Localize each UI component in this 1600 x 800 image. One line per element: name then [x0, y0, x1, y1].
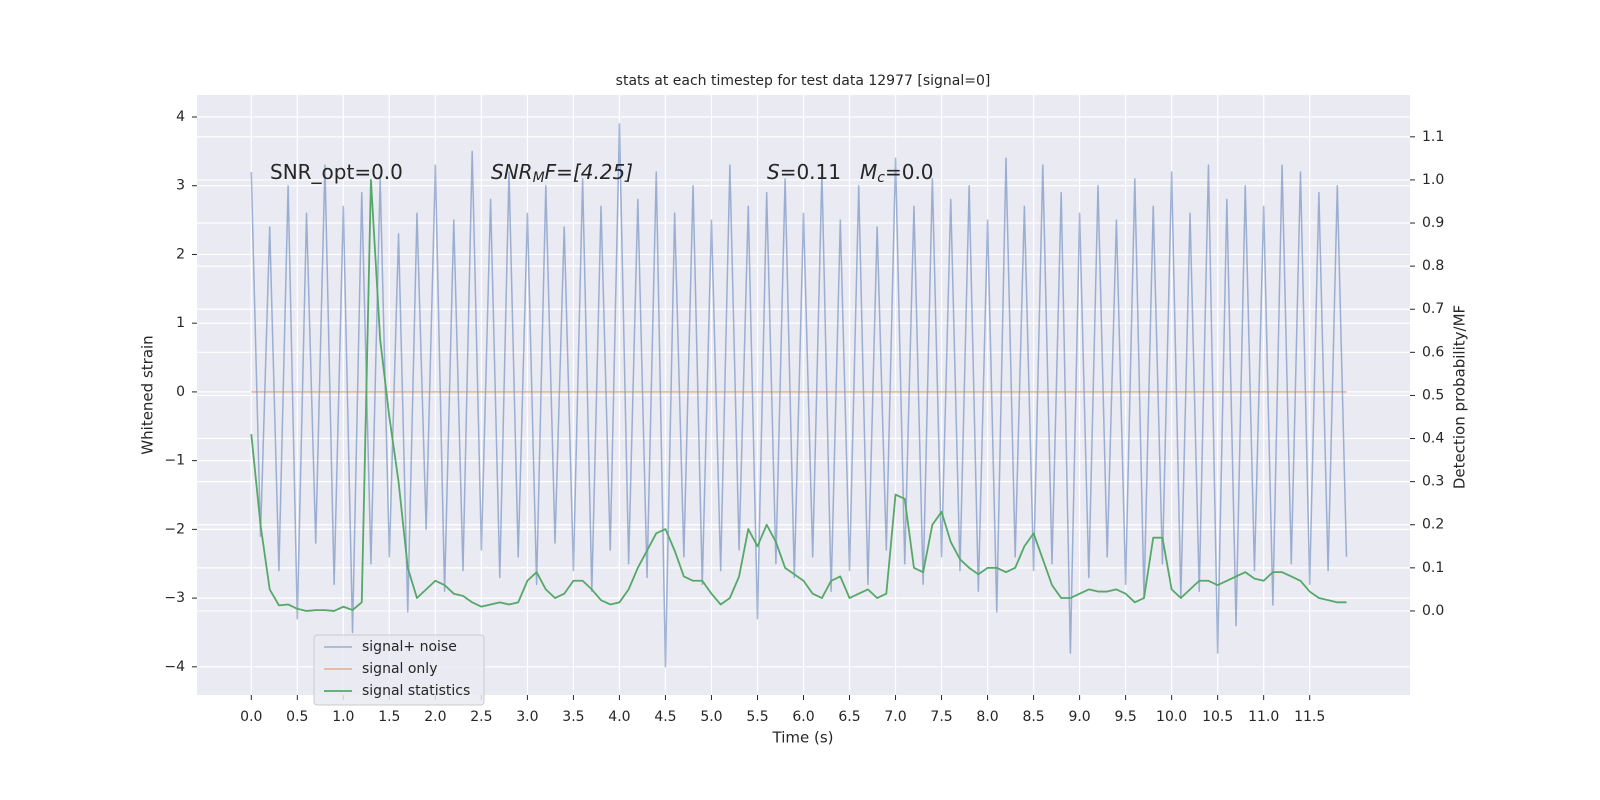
marks: [250, 123, 1348, 668]
x-tick-label: 6.5: [838, 709, 860, 725]
x-tick-label: 3.5: [562, 709, 584, 725]
annotation-subscript: c: [877, 170, 885, 186]
x-tick-label: 8.0: [976, 709, 998, 725]
annotation-text: S: [767, 160, 780, 184]
axes: 0.0 0.5 1.0 1.5 2.0 2.5 3.0 3.5 4.0 4.5 5.0 5.5 6.0 6…: [164, 109, 1444, 725]
y-tick-label: −4: [164, 659, 185, 675]
x-tick-label: 8.5: [1022, 709, 1044, 725]
y-axis-label: Whitened strain: [139, 335, 157, 454]
legend-label: signal+ noise: [362, 639, 457, 655]
annotation: SNR_opt=0.0: [270, 160, 403, 184]
x-tick-label: 11.0: [1248, 709, 1279, 725]
annotation-text: SNR: [491, 160, 533, 184]
x-tick-label: 6.0: [792, 709, 814, 725]
y2-tick-label: 0.8: [1422, 258, 1444, 274]
chart-title: stats at each timestep for test data 129…: [616, 73, 991, 89]
y-tick-label: 2: [176, 246, 185, 262]
annotation: SNRMF=[4.25]: [491, 160, 633, 187]
x-axis-label: Time (s): [772, 729, 834, 747]
x-tick-label: 4.0: [608, 709, 630, 725]
annotation-text: F=[4.25]: [545, 160, 633, 184]
x-tick-label: 2.0: [424, 709, 446, 725]
legend: signal+ noise signal only signal statistic…: [313, 634, 485, 706]
legend-label: signal only: [362, 661, 437, 677]
y2-tick-label: 0.4: [1422, 431, 1444, 447]
x-tick-label: 4.5: [654, 709, 676, 725]
x-tick-label: 1.5: [378, 709, 400, 725]
y-tick-label: −1: [164, 453, 185, 469]
y2-tick-label: 1.1: [1422, 129, 1444, 145]
x-tick-label: 9.0: [1068, 709, 1090, 725]
x-tick-label: 5.5: [746, 709, 768, 725]
y2-tick-label: 0.9: [1422, 215, 1444, 231]
y2-tick-label: 0.7: [1422, 301, 1444, 317]
series-line: [250, 123, 1348, 668]
annotation: S=0.11 Mc=0.0: [767, 160, 934, 187]
annotation-text: M: [860, 160, 877, 184]
x-tick-label: 7.5: [930, 709, 952, 725]
y2-tick-label: 0.2: [1422, 517, 1444, 533]
y-tick-label: 1: [176, 315, 185, 331]
annotation-subscript: M: [533, 170, 545, 186]
y2-axis-label: Detection probability/MF: [1451, 305, 1469, 489]
x-tick-label: 1.0: [332, 709, 354, 725]
y-tick-label: 4: [176, 109, 185, 125]
y-tick-label: −3: [164, 590, 185, 606]
x-tick-label: 5.0: [700, 709, 722, 725]
x-tick-label: 0.0: [240, 709, 262, 725]
y2-tick-label: 0.1: [1422, 560, 1444, 576]
x-tick-label: 9.5: [1114, 709, 1136, 725]
x-tick-label: 7.0: [884, 709, 906, 725]
y-tick-label: −2: [164, 521, 185, 537]
x-tick-label: 3.0: [516, 709, 538, 725]
annotation-text: =0.0: [885, 160, 934, 184]
x-tick-label: 10.0: [1156, 709, 1187, 725]
annotation-text: =0.11: [780, 160, 841, 184]
y-tick-label: 0: [176, 384, 185, 400]
y2-tick-label: 0.0: [1422, 603, 1444, 619]
legend-label: signal statistics: [362, 683, 470, 699]
y2-tick-label: 0.3: [1422, 474, 1444, 490]
x-tick-label: 2.5: [470, 709, 492, 725]
y2-tick-label: 0.6: [1422, 344, 1444, 360]
x-tick-label: 10.5: [1202, 709, 1233, 725]
series-line: [250, 179, 1347, 612]
x-tick-label: 0.5: [286, 709, 308, 725]
legend-box: [313, 634, 485, 706]
y-tick-label: 3: [176, 178, 185, 194]
x-tick-label: 11.5: [1294, 709, 1325, 725]
annotation-text: SNR_opt=0.0: [270, 160, 403, 184]
y2-tick-label: 1.0: [1422, 172, 1444, 188]
y2-tick-label: 0.5: [1422, 387, 1444, 403]
